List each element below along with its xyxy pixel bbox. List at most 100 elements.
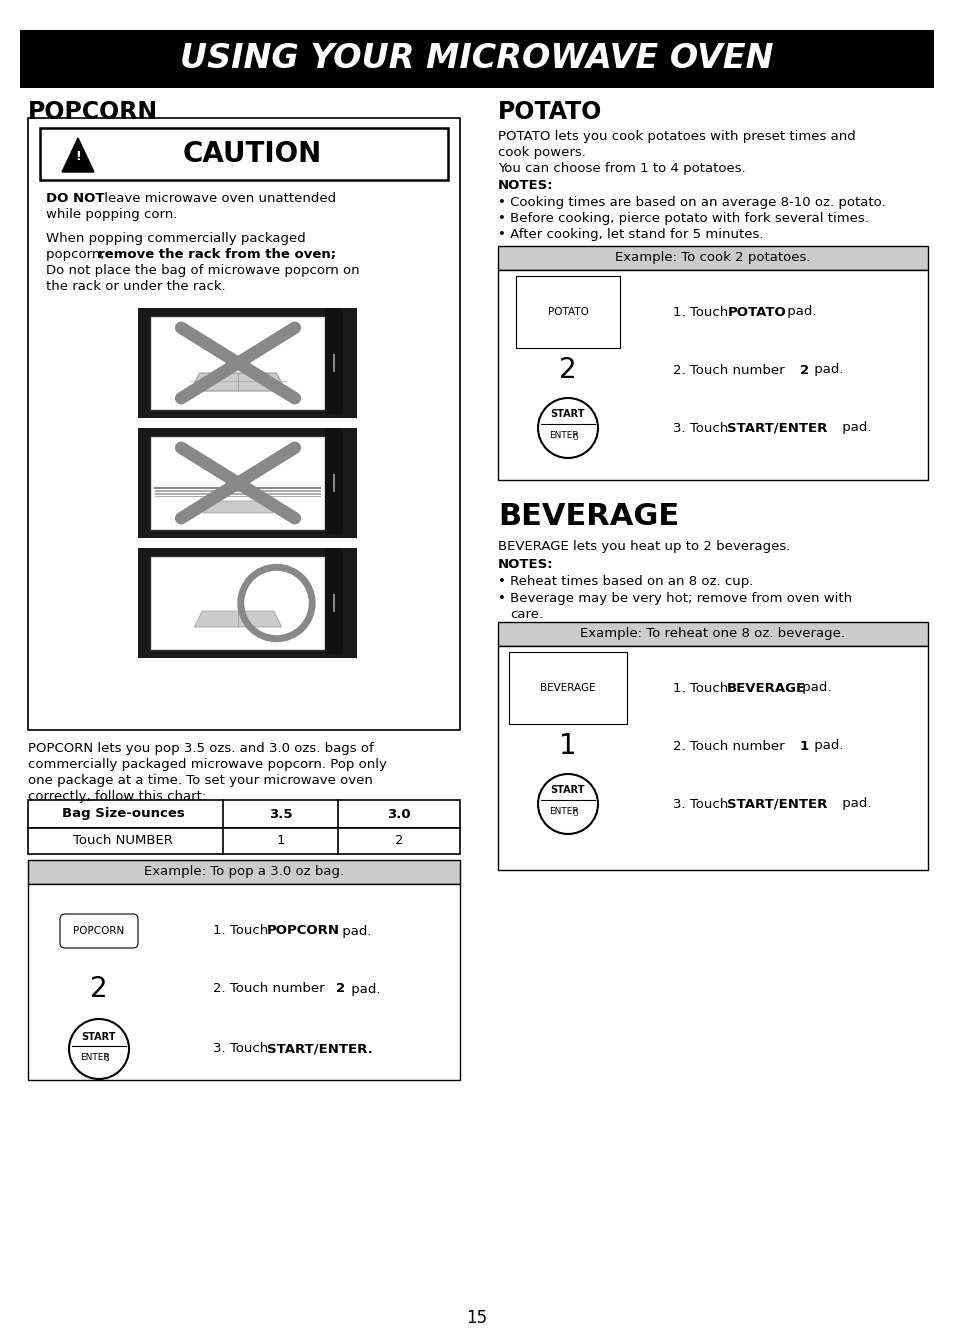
Text: pad.: pad. xyxy=(347,982,380,996)
Text: 3.0: 3.0 xyxy=(387,808,411,820)
Text: remove the rack from the oven;: remove the rack from the oven; xyxy=(98,248,335,260)
Text: correctly, follow this chart:: correctly, follow this chart: xyxy=(28,790,206,803)
Text: • Beverage may be very hot; remove from oven with: • Beverage may be very hot; remove from … xyxy=(497,592,851,605)
Text: while popping corn.: while popping corn. xyxy=(46,208,177,221)
Text: NOTES:: NOTES: xyxy=(497,558,553,570)
Text: • Cooking times are based on an average 8-10 oz. potato.: • Cooking times are based on an average … xyxy=(497,196,884,209)
Text: 2. Touch number: 2. Touch number xyxy=(672,739,788,753)
Text: NOTES:: NOTES: xyxy=(497,178,553,192)
Text: 1. Touch: 1. Touch xyxy=(213,925,273,938)
Text: POPCORN lets you pop 3.5 ozs. and 3.0 ozs. bags of: POPCORN lets you pop 3.5 ozs. and 3.0 oz… xyxy=(28,742,374,756)
Text: 2: 2 xyxy=(395,835,403,848)
Text: POPCORN: POPCORN xyxy=(267,925,339,938)
Text: BEVERAGE: BEVERAGE xyxy=(539,683,596,692)
Text: USING YOUR MICROWAVE OVEN: USING YOUR MICROWAVE OVEN xyxy=(180,43,773,75)
Bar xyxy=(20,30,933,89)
Text: Example: To pop a 3.0 oz bag.: Example: To pop a 3.0 oz bag. xyxy=(144,866,344,879)
Text: POPCORN: POPCORN xyxy=(28,101,158,123)
Text: POTATO: POTATO xyxy=(547,307,588,317)
Text: START/ENTER: START/ENTER xyxy=(726,421,826,435)
Text: • Before cooking, pierce potato with fork several times.: • Before cooking, pierce potato with for… xyxy=(497,212,868,225)
Bar xyxy=(325,428,343,534)
Text: the rack or under the rack.: the rack or under the rack. xyxy=(46,280,226,293)
Text: DO NOT: DO NOT xyxy=(46,192,105,205)
Text: 3. Touch: 3. Touch xyxy=(672,421,732,435)
Text: Example: To reheat one 8 oz. beverage.: Example: To reheat one 8 oz. beverage. xyxy=(579,628,844,640)
Bar xyxy=(28,800,459,828)
Text: pad.: pad. xyxy=(837,797,871,811)
Text: CAUTION: CAUTION xyxy=(182,140,321,168)
Text: ENTER: ENTER xyxy=(549,432,578,440)
Bar xyxy=(138,309,357,417)
Bar xyxy=(497,646,927,870)
Text: BEVERAGE: BEVERAGE xyxy=(497,502,679,531)
Text: 1. Touch: 1. Touch xyxy=(672,306,732,318)
Text: popcorn,: popcorn, xyxy=(46,248,109,260)
Text: When popping commercially packaged: When popping commercially packaged xyxy=(46,232,305,246)
Text: Do not place the bag of microwave popcorn on: Do not place the bag of microwave popcor… xyxy=(46,264,359,276)
Text: BEVERAGE: BEVERAGE xyxy=(726,682,805,695)
Text: 2: 2 xyxy=(335,982,345,996)
Text: ENTER: ENTER xyxy=(80,1052,110,1062)
Bar xyxy=(497,621,927,646)
Text: ⚿: ⚿ xyxy=(574,432,578,439)
Text: 3.5: 3.5 xyxy=(269,808,292,820)
Text: 1: 1 xyxy=(276,835,284,848)
Text: START: START xyxy=(82,1032,116,1041)
Text: ENTER: ENTER xyxy=(549,808,578,816)
Text: • After cooking, let stand for 5 minutes.: • After cooking, let stand for 5 minutes… xyxy=(497,228,762,242)
Text: ⚿: ⚿ xyxy=(574,809,578,816)
Text: POTATO: POTATO xyxy=(497,101,601,123)
Polygon shape xyxy=(194,611,281,627)
Bar xyxy=(497,246,927,270)
Text: leave microwave oven unattended: leave microwave oven unattended xyxy=(100,192,335,205)
Bar xyxy=(28,860,459,884)
Text: pad.: pad. xyxy=(782,306,816,318)
Text: 3. Touch: 3. Touch xyxy=(672,797,732,811)
Bar xyxy=(40,127,448,180)
Text: pad.: pad. xyxy=(809,739,842,753)
Text: 2: 2 xyxy=(91,976,108,1002)
Text: Touch NUMBER: Touch NUMBER xyxy=(73,835,172,848)
Text: cook powers.: cook powers. xyxy=(497,146,585,158)
Text: START: START xyxy=(550,409,584,419)
Text: BEVERAGE lets you heat up to 2 beverages.: BEVERAGE lets you heat up to 2 beverages… xyxy=(497,539,789,553)
Text: !: ! xyxy=(75,149,81,162)
Bar xyxy=(138,548,357,658)
Bar xyxy=(138,428,357,538)
Bar xyxy=(151,436,325,530)
Bar xyxy=(28,828,459,854)
Text: pad.: pad. xyxy=(797,682,831,695)
Text: pad.: pad. xyxy=(337,925,371,938)
Text: POPCORN: POPCORN xyxy=(73,926,125,935)
Text: 15: 15 xyxy=(466,1308,487,1327)
Text: ⚿: ⚿ xyxy=(105,1053,109,1060)
Text: START/ENTER.: START/ENTER. xyxy=(267,1043,373,1056)
Text: START/ENTER: START/ENTER xyxy=(726,797,826,811)
Text: POTATO: POTATO xyxy=(727,306,786,318)
Text: 1. Touch: 1. Touch xyxy=(672,682,732,695)
Text: one package at a time. To set your microwave oven: one package at a time. To set your micro… xyxy=(28,774,373,786)
Bar xyxy=(325,309,343,413)
Text: 1: 1 xyxy=(800,739,808,753)
Text: START: START xyxy=(550,785,584,794)
Text: 1: 1 xyxy=(558,731,577,760)
Text: Example: To cook 2 potatoes.: Example: To cook 2 potatoes. xyxy=(615,251,810,264)
Bar xyxy=(497,270,927,480)
Text: You can choose from 1 to 4 potatoes.: You can choose from 1 to 4 potatoes. xyxy=(497,162,745,174)
Text: 2. Touch number: 2. Touch number xyxy=(672,364,788,377)
Text: 2: 2 xyxy=(558,356,577,384)
Bar xyxy=(325,548,343,654)
Bar xyxy=(28,884,459,1080)
Text: 2. Touch number: 2. Touch number xyxy=(213,982,329,996)
Polygon shape xyxy=(190,373,286,391)
Polygon shape xyxy=(203,501,273,513)
Text: • Reheat times based on an 8 oz. cup.: • Reheat times based on an 8 oz. cup. xyxy=(497,574,753,588)
Text: commercially packaged microwave popcorn. Pop only: commercially packaged microwave popcorn.… xyxy=(28,758,387,772)
Text: Bag Size-ounces: Bag Size-ounces xyxy=(62,808,184,820)
Text: care.: care. xyxy=(510,608,542,621)
Polygon shape xyxy=(62,138,94,172)
Text: pad.: pad. xyxy=(809,364,842,377)
Text: 2: 2 xyxy=(800,364,808,377)
FancyBboxPatch shape xyxy=(60,914,138,947)
